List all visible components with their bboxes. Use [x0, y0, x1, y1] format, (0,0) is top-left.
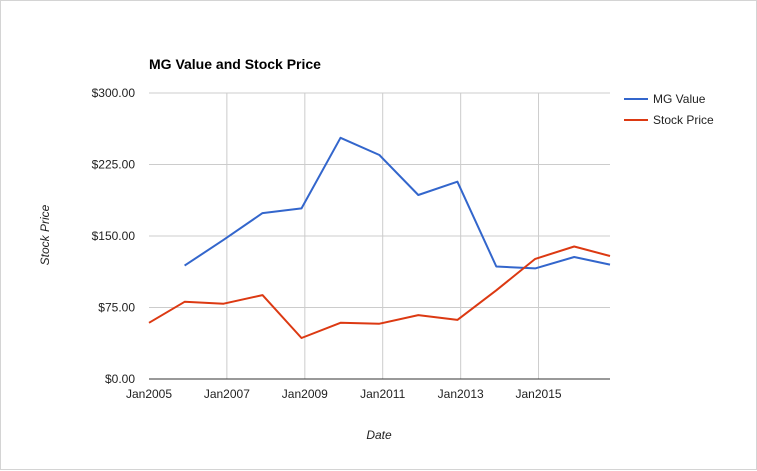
y-axis-label: Stock Price [38, 204, 52, 265]
x-tick-label: Jan2015 [516, 387, 562, 401]
y-tick-label: $75.00 [98, 301, 135, 315]
y-tick-label: $0.00 [105, 372, 135, 386]
y-tick-label: $150.00 [92, 229, 136, 243]
gridlines [149, 92, 610, 379]
series-line-0 [184, 136, 611, 270]
chart-title: MG Value and Stock Price [149, 56, 321, 72]
x-tick-label: Jan2009 [282, 387, 328, 401]
x-tick-label: Jan2007 [204, 387, 250, 401]
x-tick-labels: Jan2005 Jan2007 Jan2009 Jan2011 Jan2013 Jan20… [126, 387, 562, 401]
x-axis-label: Date [366, 428, 392, 442]
y-tick-labels: $0.00 $75.00 $150.00 $225.00 $300.00 [92, 86, 136, 386]
series-line-1 [148, 245, 611, 339]
x-tick-label: Jan2005 [126, 387, 172, 401]
y-tick-label: $225.00 [92, 158, 136, 172]
y-tick-label: $300.00 [92, 86, 136, 100]
legend-label-1: Stock Price [653, 113, 714, 127]
x-tick-label: Jan2013 [438, 387, 484, 401]
series-lines [148, 136, 611, 339]
x-tick-label: Jan2011 [360, 387, 405, 401]
legend-label-0: MG Value [653, 92, 706, 106]
legend: MG Value Stock Price [624, 92, 714, 127]
